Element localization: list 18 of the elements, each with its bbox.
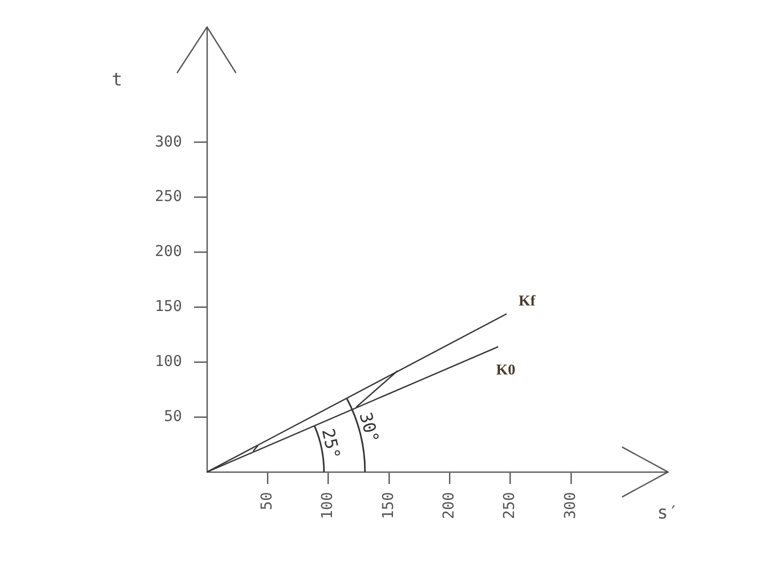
x-tick-label: 100: [318, 492, 336, 520]
annotation: 30°: [354, 410, 382, 446]
x-tick-label: 250: [500, 492, 518, 520]
y-tick-label: 150: [154, 297, 182, 316]
y-tick-label: 200: [154, 242, 182, 260]
x-axis-title: s′: [657, 502, 679, 524]
annotation: 25°: [317, 426, 344, 462]
y-tick-label: 100: [154, 352, 182, 370]
series-label: Kf: [518, 294, 536, 310]
x-tick-label: 150: [378, 492, 397, 520]
series-label: K0: [496, 362, 516, 379]
y-axis-title: t: [112, 70, 122, 91]
x-tick-label: 300: [560, 492, 579, 520]
x-tick-label: 50: [258, 492, 276, 510]
y-tick-label: 50: [164, 406, 182, 425]
y-tick-label: 250: [154, 187, 182, 206]
x-tick-label: 200: [440, 492, 458, 520]
y-tick-label: 300: [154, 132, 182, 150]
